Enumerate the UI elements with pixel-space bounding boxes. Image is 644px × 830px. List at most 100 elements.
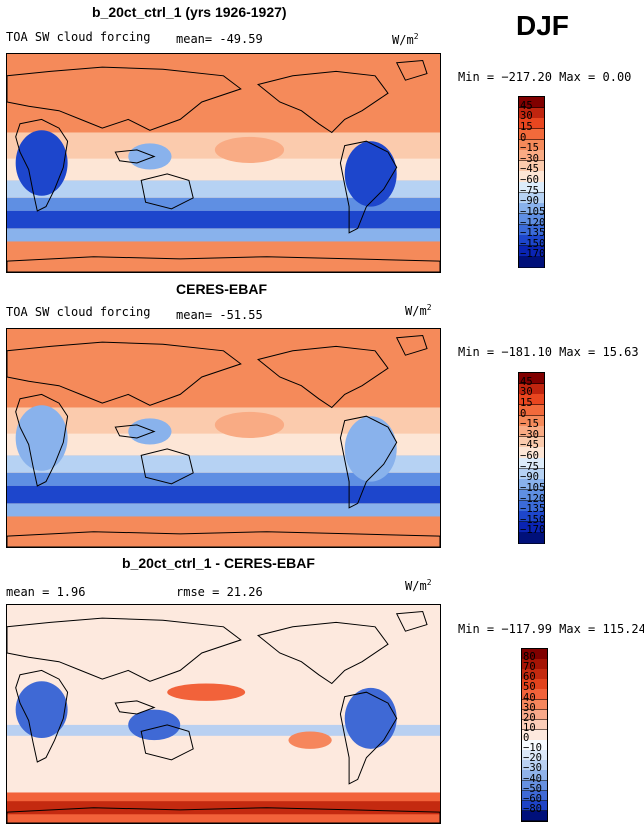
panel-3-mean: mean = 1.96 bbox=[6, 585, 86, 599]
colorbar-swatch bbox=[519, 447, 544, 459]
panel-2-mean: mean= -51.55 bbox=[176, 308, 263, 322]
colorbar-tick-label: −30 bbox=[520, 428, 539, 441]
colorbar-tick-label: −170 bbox=[520, 248, 546, 261]
colorbar-swatch bbox=[519, 426, 544, 438]
coastline-antarctica bbox=[7, 807, 440, 823]
colorbar-tick-label: 15 bbox=[520, 120, 533, 133]
colorbar-tick-label: −150 bbox=[520, 513, 546, 526]
colorbar-tick-label: 30 bbox=[523, 701, 536, 714]
field-blob bbox=[344, 687, 397, 749]
panel-3-minmax: Min = −117.99 Max = 115.24 bbox=[458, 622, 644, 636]
colorbar-swatch bbox=[519, 192, 544, 204]
field-band bbox=[7, 228, 440, 242]
field-blob bbox=[288, 731, 332, 749]
colorbar-swatch bbox=[522, 810, 547, 822]
coastline-eurasia bbox=[7, 617, 242, 682]
coastline-africa bbox=[15, 118, 69, 212]
colorbar-tick-label: −45 bbox=[520, 163, 539, 176]
panel-2-minmax: Min = −181.10 Max = 15.63 bbox=[458, 345, 639, 359]
field-band bbox=[7, 801, 440, 815]
colorbar-tick-label: 50 bbox=[523, 681, 536, 694]
colorbar-tick-label: −90 bbox=[520, 195, 539, 208]
colorbar-tick-label: −60 bbox=[520, 450, 539, 462]
colorbar-tick-label: −80 bbox=[523, 802, 542, 815]
coastline-eurasia bbox=[7, 341, 242, 406]
colorbar-swatch bbox=[519, 256, 544, 268]
field-blob bbox=[128, 143, 172, 170]
colorbar-tick-label: −15 bbox=[520, 142, 539, 155]
colorbar-tick-label: 60 bbox=[523, 671, 536, 684]
colorbar-swatch bbox=[519, 404, 544, 416]
field-band bbox=[7, 158, 440, 181]
colorbar-tick-label: 45 bbox=[520, 375, 533, 388]
panel-1-mean: mean= -49.59 bbox=[176, 32, 263, 46]
colorbar-swatch bbox=[519, 150, 544, 162]
field-band bbox=[7, 210, 440, 229]
colorbar-tick-label: −10 bbox=[523, 742, 542, 755]
panel-3-map bbox=[6, 604, 441, 824]
colorbar-tick-label: −105 bbox=[520, 205, 546, 218]
colorbar-tick-label: −20 bbox=[523, 752, 542, 765]
colorbar-swatch bbox=[519, 118, 544, 130]
coastline-greenland bbox=[395, 59, 428, 81]
colorbar-tick-label: 0 bbox=[520, 131, 527, 144]
panel-1-title: b_20ct_ctrl_1 (yrs 1926-1927) bbox=[92, 4, 287, 20]
colorbar-swatch bbox=[519, 160, 544, 172]
field-blob bbox=[214, 411, 285, 438]
coastline-northamerica bbox=[257, 70, 389, 134]
colorbar-tick-label: −45 bbox=[520, 439, 539, 452]
coastline-africa bbox=[15, 669, 69, 763]
colorbar-tick-label: −30 bbox=[523, 762, 542, 775]
field-band bbox=[7, 433, 440, 456]
coastline-greenland bbox=[395, 334, 428, 356]
colorbar-tick-label: −135 bbox=[520, 227, 546, 240]
colorbar-tick-label: 0 bbox=[520, 407, 527, 420]
colorbar-swatch bbox=[519, 182, 544, 194]
field-band bbox=[7, 485, 440, 504]
colorbar-swatch bbox=[519, 245, 544, 257]
field-band bbox=[7, 455, 440, 473]
colorbar-tick-label: −120 bbox=[520, 492, 546, 505]
colorbar-tick-label: −60 bbox=[520, 174, 539, 186]
colorbar-swatch bbox=[519, 415, 544, 427]
field-blob bbox=[15, 681, 68, 738]
colorbar-tick-label: −120 bbox=[520, 216, 546, 229]
panel-3-title: b_20ct_ctrl_1 - CERES-EBAF bbox=[122, 555, 315, 571]
colorbar-tick-label: 15 bbox=[520, 396, 533, 409]
coastline-australia bbox=[140, 448, 194, 485]
field-blob bbox=[167, 683, 246, 701]
colorbar-swatch bbox=[519, 436, 544, 448]
colorbar-swatch bbox=[519, 383, 544, 395]
coastline-southamerica bbox=[339, 691, 398, 785]
panel-3-colorbar bbox=[521, 648, 548, 822]
coastline-greenland bbox=[395, 610, 428, 632]
colorbar-swatch bbox=[519, 213, 544, 225]
field-blob bbox=[128, 418, 172, 445]
coastline-australia bbox=[140, 173, 194, 210]
colorbar-tick-label: −75 bbox=[520, 460, 539, 473]
colorbar-tick-label: 70 bbox=[523, 661, 536, 674]
coastline-indonesia bbox=[114, 149, 156, 164]
colorbar-tick-label: −30 bbox=[520, 152, 539, 165]
colorbar-tick-label: −60 bbox=[523, 792, 542, 805]
field-blob bbox=[214, 136, 285, 163]
colorbar-swatch bbox=[519, 394, 544, 406]
colorbar-swatch bbox=[519, 500, 544, 512]
season-label: DJF bbox=[516, 10, 569, 41]
panel-2-map bbox=[6, 328, 441, 548]
colorbar-tick-label: −15 bbox=[520, 418, 539, 431]
colorbar-tick-label: 45 bbox=[520, 99, 533, 112]
panel-1-colorbar bbox=[518, 96, 545, 268]
colorbar-tick-label: 30 bbox=[520, 386, 533, 399]
field-band bbox=[7, 197, 440, 211]
colorbar-tick-label: 10 bbox=[523, 721, 536, 734]
colorbar-swatch bbox=[519, 479, 544, 491]
coastline-africa bbox=[15, 393, 69, 487]
panel-1-units: W/m2 bbox=[392, 32, 419, 47]
field-band bbox=[7, 724, 440, 736]
colorbar-swatch bbox=[519, 97, 544, 109]
panel-2-units: W/m2 bbox=[405, 303, 432, 318]
panel-3-rmse: rmse = 21.26 bbox=[176, 585, 263, 599]
panel-1-minmax: Min = −217.20 Max = 0.00 bbox=[458, 70, 632, 84]
panel-2-variable-label: TOA SW cloud forcing bbox=[6, 305, 151, 319]
